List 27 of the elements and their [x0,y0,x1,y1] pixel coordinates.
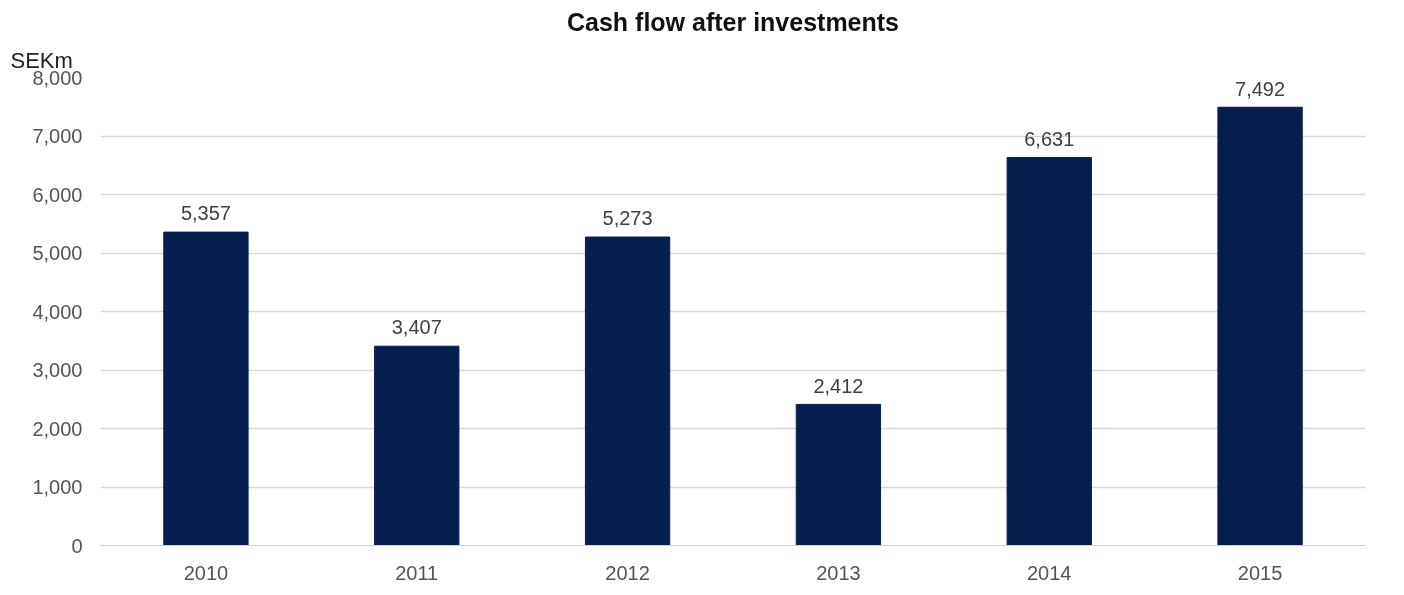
bar [374,345,460,546]
data-label: 2,412 [813,374,864,397]
y-tick-label: 1,000 [32,476,83,498]
bar [1217,106,1303,546]
data-label: 7,492 [1235,77,1286,100]
data-label: 5,357 [180,202,231,225]
y-tick-label: 7,000 [32,125,83,147]
x-tick-label: 2010 [183,561,229,584]
y-tick-label: 5,000 [32,242,83,264]
data-label: 5,273 [602,207,653,230]
data-label: 6,631 [1024,127,1075,150]
data-label: 3,407 [391,316,442,339]
y-tick-label: 0 [71,534,83,557]
chart-title: Cash flow after investments [566,7,900,36]
bar [795,403,882,546]
y-tick-label: 2,000 [32,417,83,440]
x-tick-label: 2011 [395,561,439,584]
y-tick-label: 6,000 [32,183,83,206]
bar [584,236,671,546]
x-tick-label: 2014 [1027,561,1072,584]
x-tick-label: 2012 [605,561,650,584]
bar [1006,157,1092,546]
x-tick-label: 2015 [1237,561,1283,584]
y-tick-label: 3,000 [32,359,83,381]
x-tick-label: 2013 [816,561,861,584]
y-tick-label: 4,000 [32,300,83,323]
bar [163,231,249,546]
